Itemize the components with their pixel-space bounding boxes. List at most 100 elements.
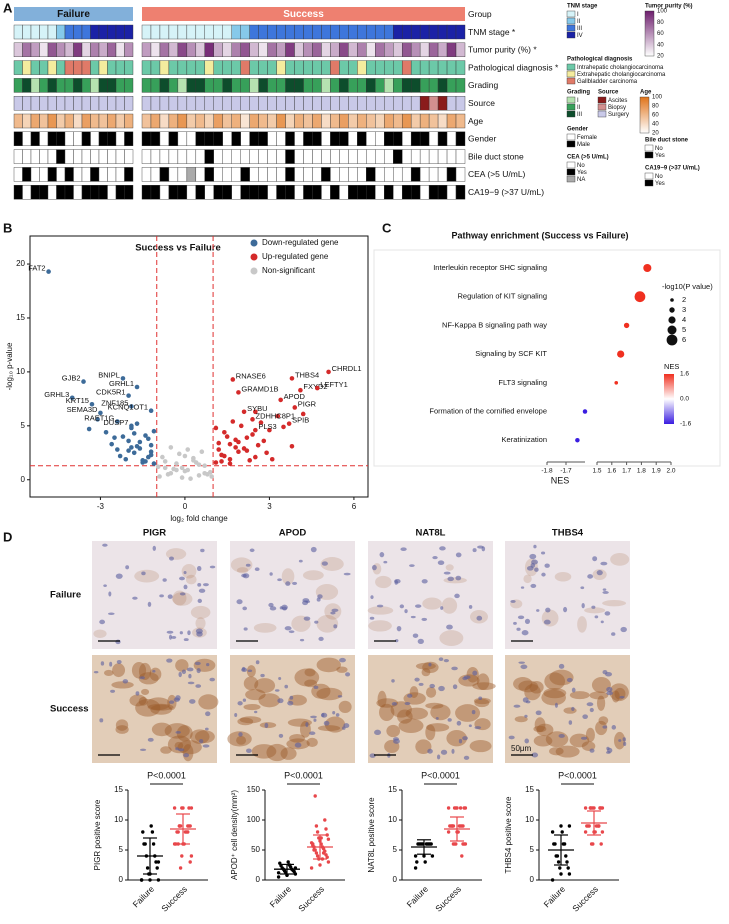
heatmap-cell <box>258 113 268 129</box>
heatmap-cell <box>267 60 277 75</box>
heatmap-cell <box>401 149 412 164</box>
heatmap-cell <box>348 60 358 75</box>
heatmap-cell <box>276 167 286 182</box>
ihc-nucleus <box>337 695 343 698</box>
heatmap-cell <box>107 184 117 200</box>
heatmap-cell <box>384 149 394 164</box>
ihc-nucleus <box>432 556 438 560</box>
ihc-stain <box>367 606 394 615</box>
heatmap-cell <box>437 149 448 164</box>
ihc-nucleus <box>541 572 546 577</box>
ihc-image <box>368 541 493 649</box>
point <box>174 467 179 473</box>
legend-label: Intrahepatic cholangiocarcinoma <box>577 65 664 71</box>
annotated-point <box>81 379 86 384</box>
ihc-nucleus <box>331 608 339 612</box>
heatmap-cell <box>47 113 57 129</box>
heatmap-cell <box>240 149 250 164</box>
heatmap-cell <box>81 42 91 57</box>
ihc-stain <box>476 673 490 690</box>
ihc-nucleus <box>323 720 330 726</box>
ihc-stain <box>302 570 324 581</box>
heatmap-cell <box>98 184 108 200</box>
heatmap-cell <box>384 131 394 147</box>
ihc-stain <box>236 567 249 574</box>
ihc-stain <box>254 678 276 694</box>
point <box>143 433 148 438</box>
ihc-nucleus <box>622 737 626 742</box>
heatmap-cell <box>141 24 152 40</box>
ihc-stain <box>421 668 431 677</box>
heatmap-cell <box>98 131 108 147</box>
heatmap-cell <box>330 78 340 93</box>
y-axis-label: -log₁₀ p-value <box>5 342 14 390</box>
heatmap-cell <box>357 184 367 200</box>
ihc-nucleus <box>412 633 419 638</box>
ihc-nucleus <box>183 584 188 590</box>
heatmap-cell <box>81 60 91 75</box>
ihc-stain <box>405 707 429 720</box>
ihc-nucleus <box>168 634 173 640</box>
ihc-nucleus <box>162 578 167 582</box>
ihc-stain <box>425 724 436 741</box>
heatmap-cell <box>419 95 430 111</box>
ihc-nucleus <box>407 693 413 698</box>
ihc-nucleus <box>370 595 374 600</box>
heatmap-cell <box>401 78 412 93</box>
legend-swatch <box>566 110 576 118</box>
annotated-point <box>236 390 241 395</box>
ihc-nucleus <box>209 565 216 569</box>
ihc-nucleus <box>526 565 534 571</box>
heatmap-cell <box>321 95 331 111</box>
ihc-nucleus <box>605 672 613 677</box>
heatmap-cell <box>124 78 134 93</box>
point <box>129 445 134 450</box>
gene-label: ZDHHC8P1 <box>256 411 296 420</box>
point <box>451 842 456 846</box>
heatmap-cell <box>56 78 66 93</box>
ihc-nucleus <box>545 607 551 613</box>
ihc-stain <box>138 662 152 680</box>
ihc-stain <box>195 617 206 630</box>
heatmap-cell <box>56 113 66 129</box>
ihc-nucleus <box>452 684 458 690</box>
ihc-nucleus <box>591 605 596 609</box>
heatmap-cell <box>393 24 403 40</box>
ihc-nucleus <box>516 627 521 631</box>
ihc-nucleus <box>298 559 303 563</box>
legend-swatch <box>597 96 607 104</box>
heatmap-cell <box>321 149 331 164</box>
heatmap-cell <box>177 113 188 129</box>
row-label: Pathological diagnosis * <box>468 62 559 72</box>
y-axis-label: PIGR positive score <box>93 799 102 870</box>
point <box>150 830 155 834</box>
ihc-stain <box>524 684 541 701</box>
ihc-stain <box>425 702 444 709</box>
point <box>552 842 556 846</box>
point <box>264 450 269 456</box>
heatmap-cell <box>384 42 394 57</box>
point <box>162 459 168 464</box>
heatmap-cell <box>64 60 74 75</box>
ihc-stain <box>181 564 197 579</box>
point <box>448 824 452 828</box>
ihc-stain <box>569 733 590 748</box>
point <box>117 453 123 459</box>
heatmap-cell <box>81 78 91 93</box>
heatmap-cell <box>393 149 403 164</box>
heatmap-cell <box>186 131 197 147</box>
point <box>182 453 188 459</box>
ihc-nucleus <box>376 604 384 608</box>
ihc-nucleus <box>600 620 604 624</box>
legend-title: Gender <box>567 127 589 133</box>
point <box>281 424 286 430</box>
annotated-point <box>69 395 75 401</box>
ihc-nucleus <box>510 599 516 603</box>
ihc-nucleus <box>478 696 483 701</box>
x-tick-label: Success <box>296 884 326 914</box>
heatmap-cell <box>115 167 125 182</box>
heatmap-cell <box>39 95 49 111</box>
heatmap-cell <box>56 184 66 200</box>
heatmap-cell <box>410 184 421 200</box>
ihc-stain <box>589 691 609 700</box>
